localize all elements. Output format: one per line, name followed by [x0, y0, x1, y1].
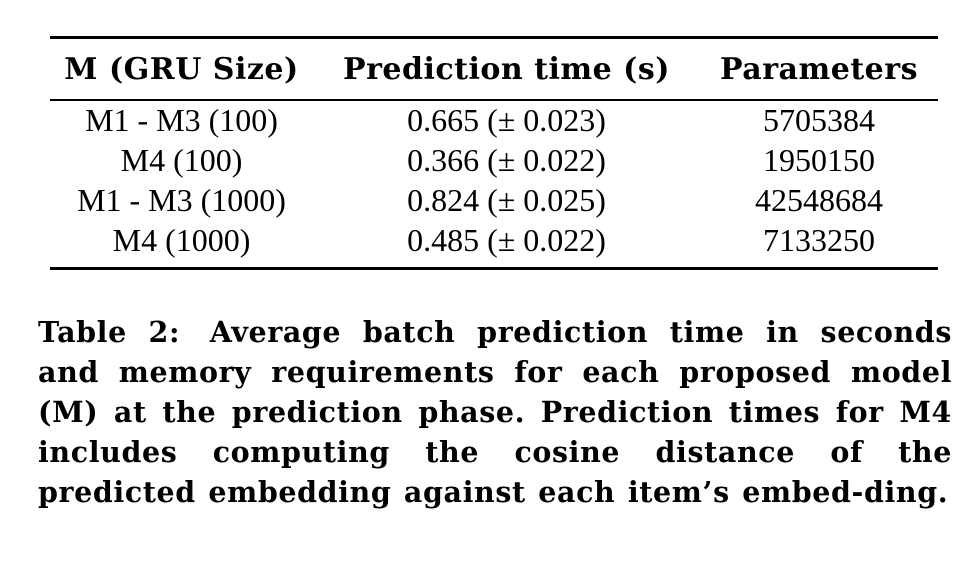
- cell-model: M1 - M3 (100): [85, 102, 278, 138]
- cell-prediction-time: 0.485 (± 0.022): [407, 222, 606, 258]
- cell-model: M4 (100): [120, 142, 243, 178]
- cell-parameters: 42548684: [755, 182, 883, 218]
- table-caption: Table 2: Average batch prediction time i…: [38, 312, 952, 512]
- cell-prediction-time: 0.366 (± 0.022): [407, 142, 606, 178]
- header-prediction-time: Prediction time (s): [343, 51, 670, 87]
- results-table: M (GRU Size) Prediction time (s) Paramet…: [50, 39, 938, 267]
- cell-model: M4 (1000): [112, 222, 251, 258]
- cell-model: M1 - M3 (1000): [77, 182, 286, 218]
- cell-parameters: 5705384: [763, 102, 875, 138]
- table-row: M4 (1000) 0.485 (± 0.022) 7133250: [50, 221, 938, 267]
- cell-parameters: 1950150: [763, 142, 875, 178]
- table-bottom-rule: [50, 266, 938, 270]
- table-row: M4 (100) 0.366 (± 0.022) 1950150: [50, 141, 938, 181]
- table-row: M1 - M3 (1000) 0.824 (± 0.025) 42548684: [50, 181, 938, 221]
- caption-label: Table 2:: [38, 315, 181, 349]
- table-top-rule: [50, 36, 938, 39]
- cell-parameters: 7133250: [763, 222, 875, 258]
- header-parameters: Parameters: [720, 51, 918, 87]
- cell-prediction-time: 0.665 (± 0.023): [407, 102, 606, 138]
- table-header-rule: [50, 99, 938, 101]
- table-row: M1 - M3 (100) 0.665 (± 0.023) 5705384: [50, 101, 938, 141]
- results-table-block: M (GRU Size) Prediction time (s) Paramet…: [50, 36, 938, 270]
- caption-text: Average batch prediction time in seconds…: [38, 315, 952, 509]
- header-model-size: M (GRU Size): [64, 51, 299, 87]
- table-header-row: M (GRU Size) Prediction time (s) Paramet…: [50, 39, 938, 99]
- cell-prediction-time: 0.824 (± 0.025): [407, 182, 606, 218]
